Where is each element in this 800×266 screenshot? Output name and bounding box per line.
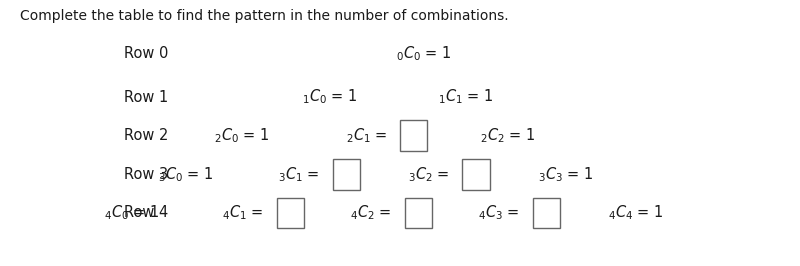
Text: $_{4}C_{2}$ =: $_{4}C_{2}$ =	[350, 203, 392, 222]
Text: $_{3}C_{1}$ =: $_{3}C_{1}$ =	[278, 165, 320, 184]
Text: $_{4}C_{0}$ = 1: $_{4}C_{0}$ = 1	[104, 203, 160, 222]
Text: $_{4}C_{4}$ = 1: $_{4}C_{4}$ = 1	[608, 203, 664, 222]
Text: $_{4}C_{1}$ =: $_{4}C_{1}$ =	[222, 203, 264, 222]
Text: Row 1: Row 1	[124, 90, 168, 105]
Text: $_{0}C_{0}$ = 1: $_{0}C_{0}$ = 1	[396, 44, 452, 63]
Text: $_{2}C_{2}$ = 1: $_{2}C_{2}$ = 1	[480, 126, 536, 145]
Text: $_{3}C_{3}$ = 1: $_{3}C_{3}$ = 1	[538, 165, 594, 184]
FancyBboxPatch shape	[405, 197, 432, 228]
Text: $_{2}C_{0}$ = 1: $_{2}C_{0}$ = 1	[214, 126, 270, 145]
Text: $_{1}C_{1}$ = 1: $_{1}C_{1}$ = 1	[438, 88, 494, 106]
Text: Complete the table to find the pattern in the number of combinations.: Complete the table to find the pattern i…	[20, 9, 509, 23]
FancyBboxPatch shape	[277, 197, 304, 228]
Text: $_{1}C_{0}$ = 1: $_{1}C_{0}$ = 1	[302, 88, 358, 106]
FancyBboxPatch shape	[333, 159, 360, 189]
Text: Row 4: Row 4	[124, 205, 168, 220]
Text: Row 0: Row 0	[124, 46, 168, 61]
Text: $_{3}C_{2}$ =: $_{3}C_{2}$ =	[408, 165, 450, 184]
Text: $_{2}C_{1}$ =: $_{2}C_{1}$ =	[346, 126, 387, 145]
Text: Row 2: Row 2	[124, 128, 168, 143]
Text: $_{3}C_{0}$ = 1: $_{3}C_{0}$ = 1	[158, 165, 214, 184]
FancyBboxPatch shape	[533, 197, 560, 228]
Text: Row 3: Row 3	[124, 167, 168, 182]
Text: $_{4}C_{3}$ =: $_{4}C_{3}$ =	[478, 203, 520, 222]
FancyBboxPatch shape	[462, 159, 490, 189]
FancyBboxPatch shape	[400, 120, 427, 151]
